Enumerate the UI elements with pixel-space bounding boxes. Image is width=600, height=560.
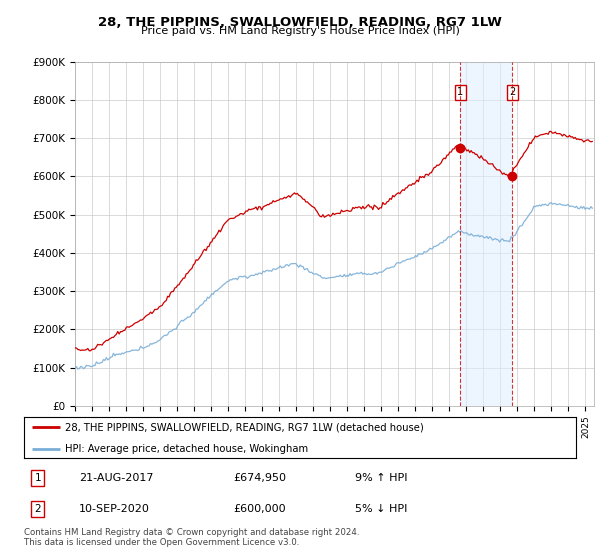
Text: HPI: Average price, detached house, Wokingham: HPI: Average price, detached house, Woki… xyxy=(65,444,308,454)
Text: 9% ↑ HPI: 9% ↑ HPI xyxy=(355,473,408,483)
Text: 28, THE PIPPINS, SWALLOWFIELD, READING, RG7 1LW: 28, THE PIPPINS, SWALLOWFIELD, READING, … xyxy=(98,16,502,29)
Text: Price paid vs. HM Land Registry's House Price Index (HPI): Price paid vs. HM Land Registry's House … xyxy=(140,26,460,36)
Text: 2: 2 xyxy=(509,87,515,97)
Text: 1: 1 xyxy=(34,473,41,483)
Text: 2: 2 xyxy=(34,504,41,514)
Text: 28, THE PIPPINS, SWALLOWFIELD, READING, RG7 1LW (detached house): 28, THE PIPPINS, SWALLOWFIELD, READING, … xyxy=(65,422,424,432)
Bar xyxy=(460,62,512,406)
Text: £674,950: £674,950 xyxy=(234,473,287,483)
Text: 10-SEP-2020: 10-SEP-2020 xyxy=(79,504,150,514)
Text: 1: 1 xyxy=(457,87,463,97)
Text: Contains HM Land Registry data © Crown copyright and database right 2024.
This d: Contains HM Land Registry data © Crown c… xyxy=(24,528,359,547)
Text: 5% ↓ HPI: 5% ↓ HPI xyxy=(355,504,407,514)
Text: £600,000: £600,000 xyxy=(234,504,286,514)
Text: 21-AUG-2017: 21-AUG-2017 xyxy=(79,473,154,483)
